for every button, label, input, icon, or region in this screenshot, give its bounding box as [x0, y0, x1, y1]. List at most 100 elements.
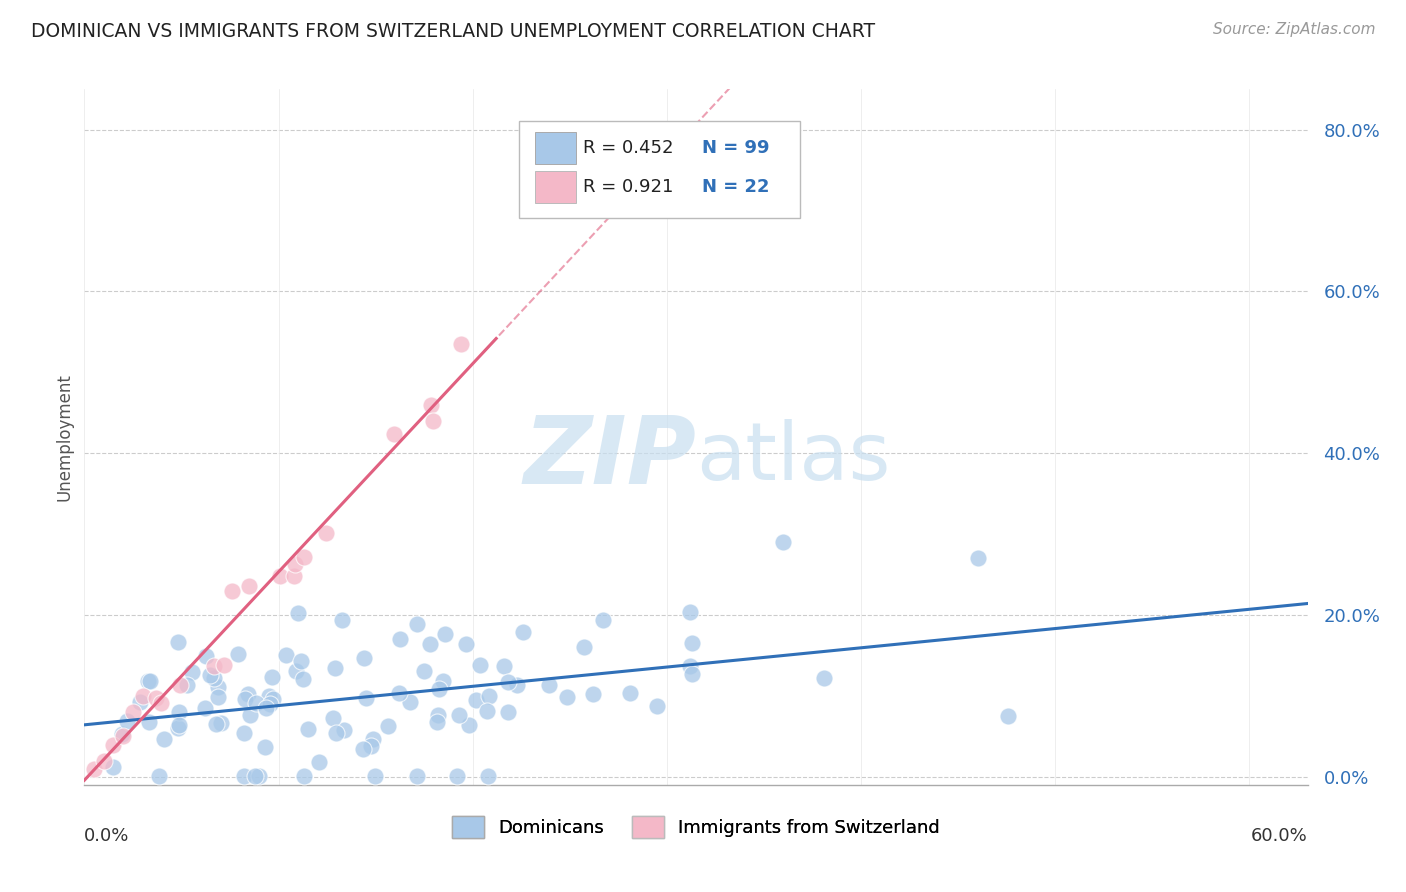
- Point: [422, 414, 444, 428]
- Point: [464, 693, 486, 707]
- Point: [813, 671, 835, 685]
- Point: [259, 698, 281, 712]
- Text: DOMINICAN VS IMMIGRANTS FROM SWITZERLAND UNEMPLOYMENT CORRELATION CHART: DOMINICAN VS IMMIGRANTS FROM SWITZERLAND…: [31, 22, 875, 41]
- Point: [226, 647, 249, 661]
- Point: [412, 664, 434, 678]
- Point: [287, 607, 309, 621]
- Text: R = 0.452: R = 0.452: [583, 138, 673, 157]
- Point: [449, 708, 471, 723]
- Point: [169, 678, 191, 692]
- Point: [149, 696, 172, 710]
- Point: [966, 551, 988, 566]
- Point: [679, 658, 702, 673]
- Point: [325, 661, 347, 675]
- Point: [169, 705, 191, 719]
- Point: [93, 754, 115, 768]
- Point: [290, 654, 312, 668]
- Point: [117, 714, 139, 729]
- Point: [772, 535, 794, 549]
- FancyBboxPatch shape: [519, 120, 800, 218]
- Point: [232, 725, 254, 739]
- Point: [257, 689, 280, 703]
- Point: [247, 769, 270, 783]
- Point: [238, 579, 260, 593]
- Point: [194, 701, 217, 715]
- Point: [253, 739, 276, 754]
- Point: [592, 613, 614, 627]
- Point: [207, 680, 229, 694]
- Point: [254, 701, 277, 715]
- Point: [681, 667, 703, 681]
- Point: [101, 760, 124, 774]
- Point: [433, 626, 456, 640]
- Point: [399, 695, 422, 709]
- Text: atlas: atlas: [696, 419, 890, 497]
- Point: [419, 637, 441, 651]
- Point: [496, 675, 519, 690]
- Point: [262, 691, 284, 706]
- Point: [202, 671, 225, 685]
- Point: [364, 769, 387, 783]
- Text: R = 0.921: R = 0.921: [583, 178, 673, 196]
- Text: N = 22: N = 22: [702, 178, 769, 196]
- Text: 60.0%: 60.0%: [1251, 827, 1308, 845]
- Point: [269, 569, 291, 583]
- Point: [297, 722, 319, 736]
- Point: [492, 659, 515, 673]
- Point: [294, 769, 316, 783]
- Point: [478, 690, 501, 704]
- Point: [245, 696, 267, 710]
- Point: [167, 721, 190, 735]
- Point: [582, 687, 605, 701]
- Text: ZIP: ZIP: [523, 412, 696, 504]
- Point: [555, 690, 578, 704]
- Point: [679, 605, 702, 619]
- Point: [167, 635, 190, 649]
- Point: [233, 691, 256, 706]
- Point: [239, 707, 262, 722]
- Point: [236, 687, 259, 701]
- Point: [450, 337, 472, 351]
- Point: [681, 636, 703, 650]
- Point: [572, 640, 595, 654]
- Point: [233, 769, 256, 783]
- Point: [997, 709, 1019, 723]
- Point: [112, 730, 135, 744]
- Point: [353, 650, 375, 665]
- Point: [181, 665, 204, 679]
- Point: [276, 648, 298, 662]
- Point: [426, 715, 449, 730]
- Point: [512, 624, 534, 639]
- Point: [283, 569, 305, 583]
- Point: [111, 727, 134, 741]
- Point: [361, 731, 384, 746]
- Point: [148, 769, 170, 783]
- Point: [406, 616, 429, 631]
- Point: [406, 769, 429, 783]
- Text: N = 99: N = 99: [702, 138, 769, 157]
- Point: [427, 707, 450, 722]
- Point: [322, 711, 344, 725]
- Point: [194, 648, 217, 663]
- Point: [308, 755, 330, 769]
- Point: [153, 732, 176, 747]
- Point: [446, 769, 468, 783]
- Point: [138, 714, 160, 729]
- Point: [325, 726, 347, 740]
- Point: [292, 549, 315, 564]
- Point: [389, 632, 412, 646]
- Point: [243, 769, 266, 783]
- Point: [131, 689, 153, 703]
- Point: [360, 739, 382, 753]
- Point: [330, 613, 353, 627]
- Point: [419, 399, 441, 413]
- Point: [136, 674, 159, 689]
- Point: [129, 695, 152, 709]
- Point: [353, 742, 375, 756]
- Point: [645, 698, 668, 713]
- Point: [145, 690, 167, 705]
- Y-axis label: Unemployment: Unemployment: [55, 373, 73, 501]
- Point: [427, 682, 450, 697]
- Point: [284, 557, 307, 571]
- Point: [432, 673, 454, 688]
